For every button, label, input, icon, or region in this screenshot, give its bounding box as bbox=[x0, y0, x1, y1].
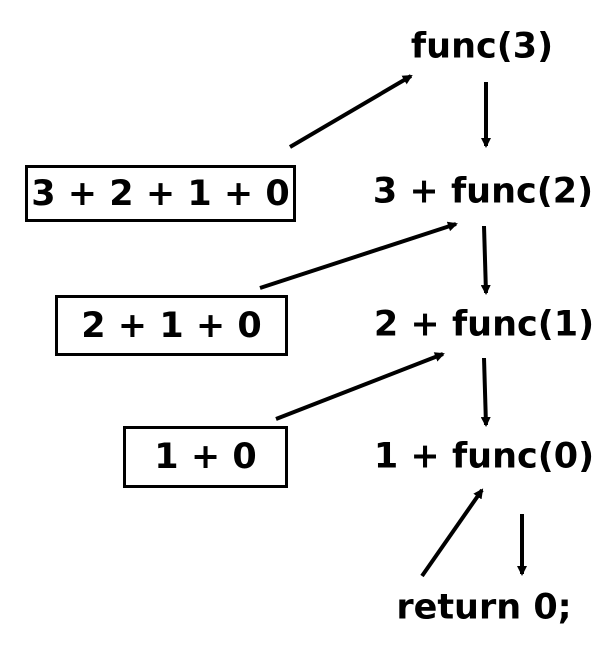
arrow-down-expand1-to-expand0 bbox=[480, 357, 491, 427]
base-case-return: return 0; bbox=[396, 587, 572, 628]
arrow-up-return-to-expand0 bbox=[420, 488, 484, 578]
arrow-up-result2-to-expand2 bbox=[259, 221, 458, 290]
call-func-3: func(3) bbox=[410, 26, 554, 67]
result-box-2: 2 + 1 + 0 bbox=[55, 295, 288, 356]
arrow-up-result3-to-call3 bbox=[288, 74, 413, 149]
result-box-3: 3 + 2 + 1 + 0 bbox=[25, 165, 296, 222]
result-box-1: 1 + 0 bbox=[123, 426, 288, 488]
expand-func-0: 1 + func(0) bbox=[373, 436, 595, 477]
expand-func-1: 2 + func(1) bbox=[373, 304, 595, 345]
expand-func-2: 3 + func(2) bbox=[372, 171, 594, 212]
arrow-up-result1-to-expand1 bbox=[275, 352, 445, 421]
arrow-down-expand2-to-expand1 bbox=[480, 225, 491, 295]
